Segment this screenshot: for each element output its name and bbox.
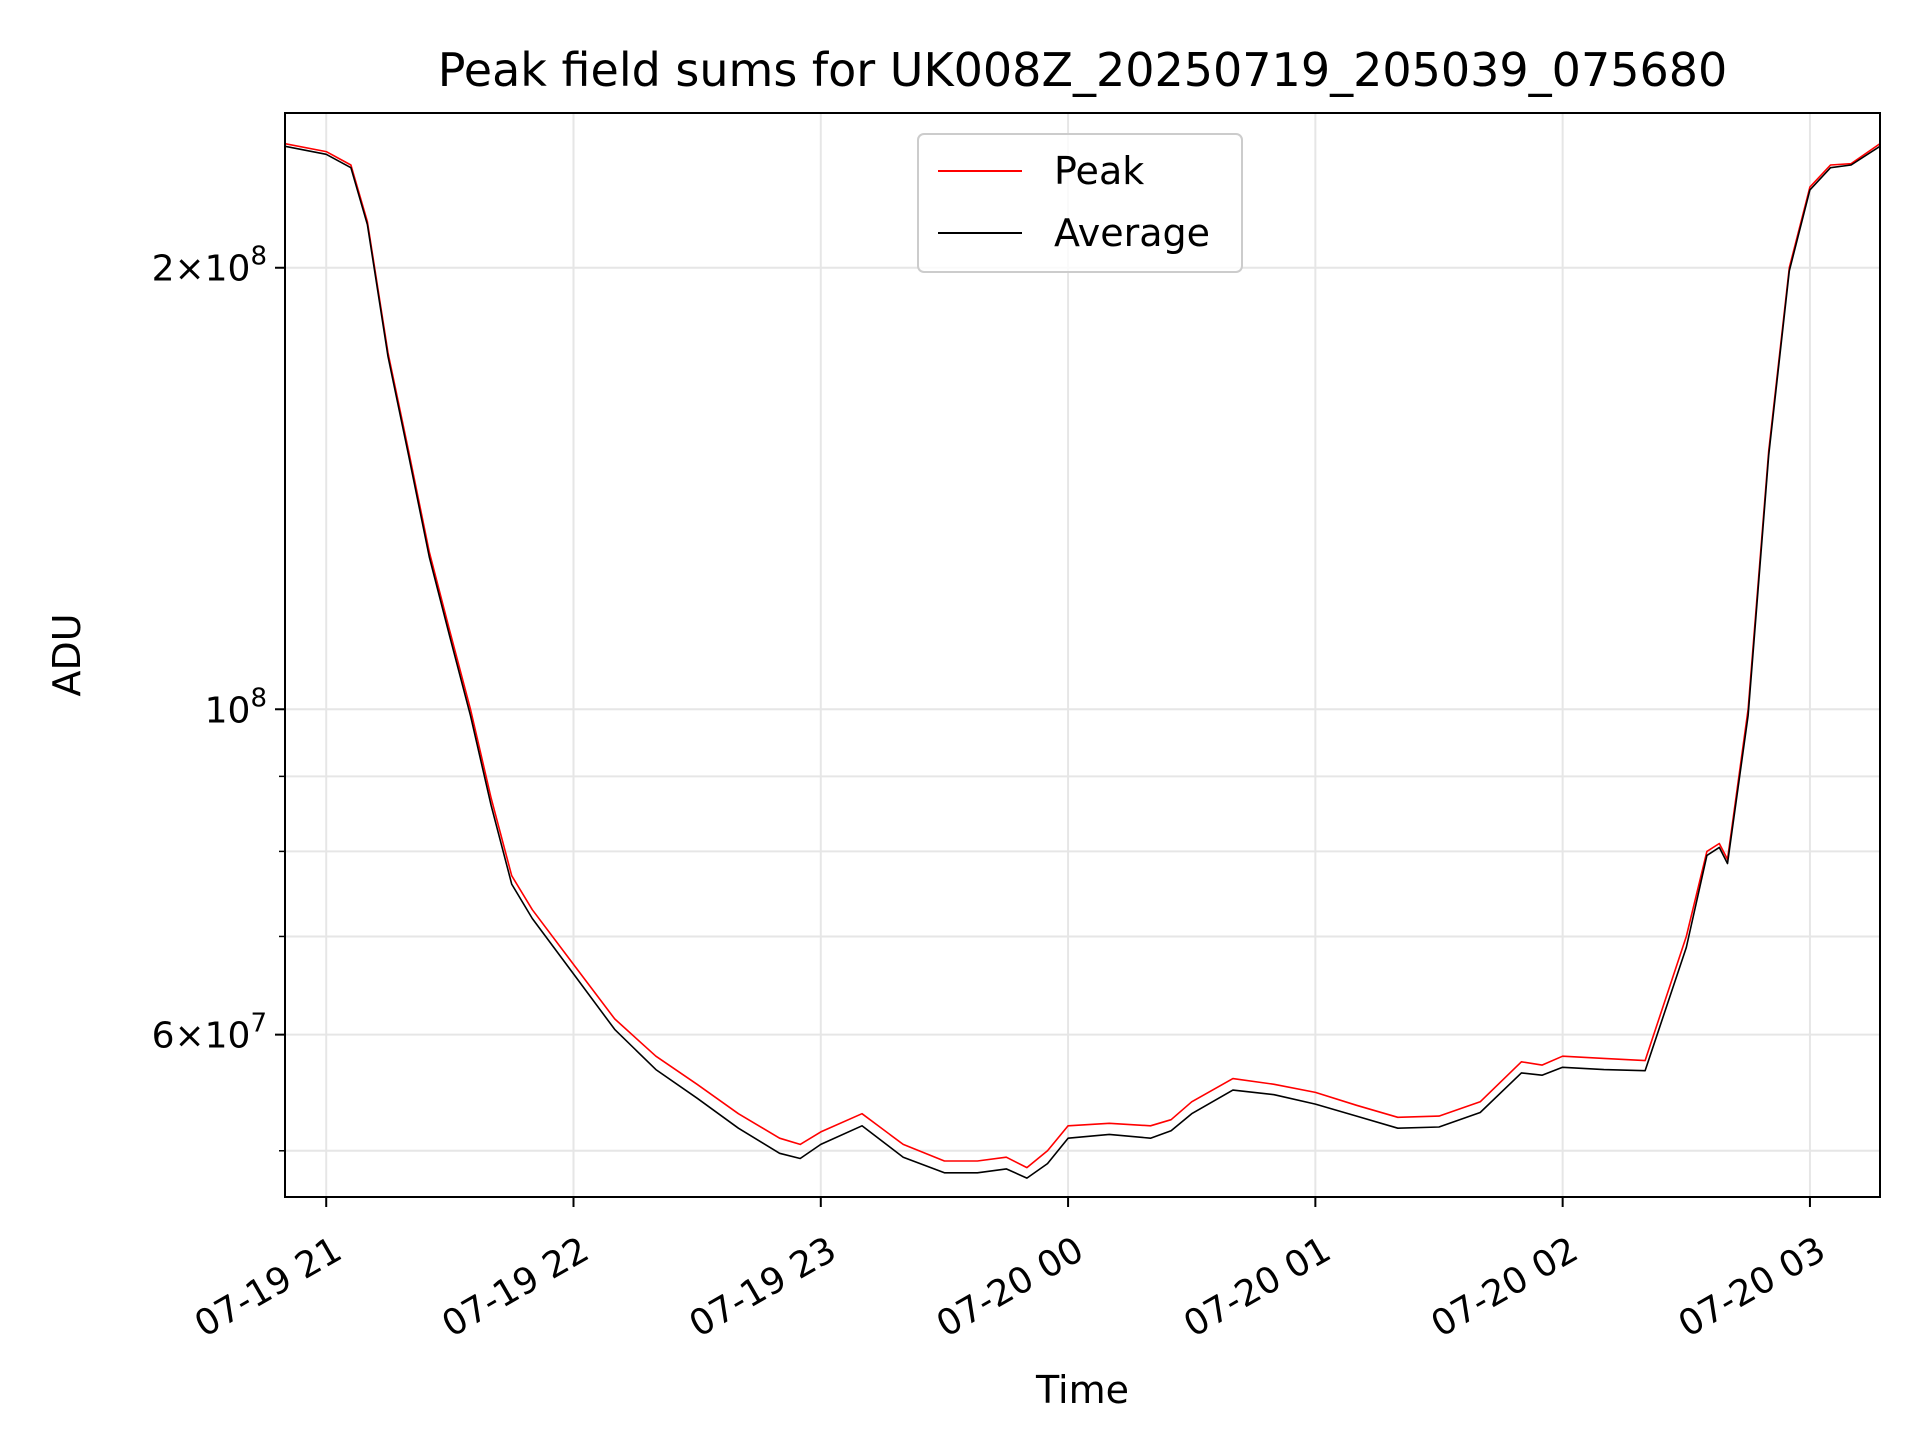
y-axis-label: ADU [45,613,89,696]
y-tick-label: 2×108 [152,242,267,290]
x-axis-label: Time [1035,1368,1129,1412]
legend-label-average: Average [1054,211,1210,255]
y-tick-label: 108 [205,683,267,731]
series-group [285,142,1880,1179]
series-line-average [285,145,1880,1179]
chart-title: Peak field sums for UK008Z_20250719_2050… [438,43,1728,97]
legend-box [917,133,1243,273]
legend-label-peak: Peak [1054,149,1144,193]
legend: Peak Average [917,133,1243,273]
y-tick-label: 6×107 [152,1009,267,1057]
plot-frame [284,112,1881,1198]
series-line-peak [285,142,1880,1169]
